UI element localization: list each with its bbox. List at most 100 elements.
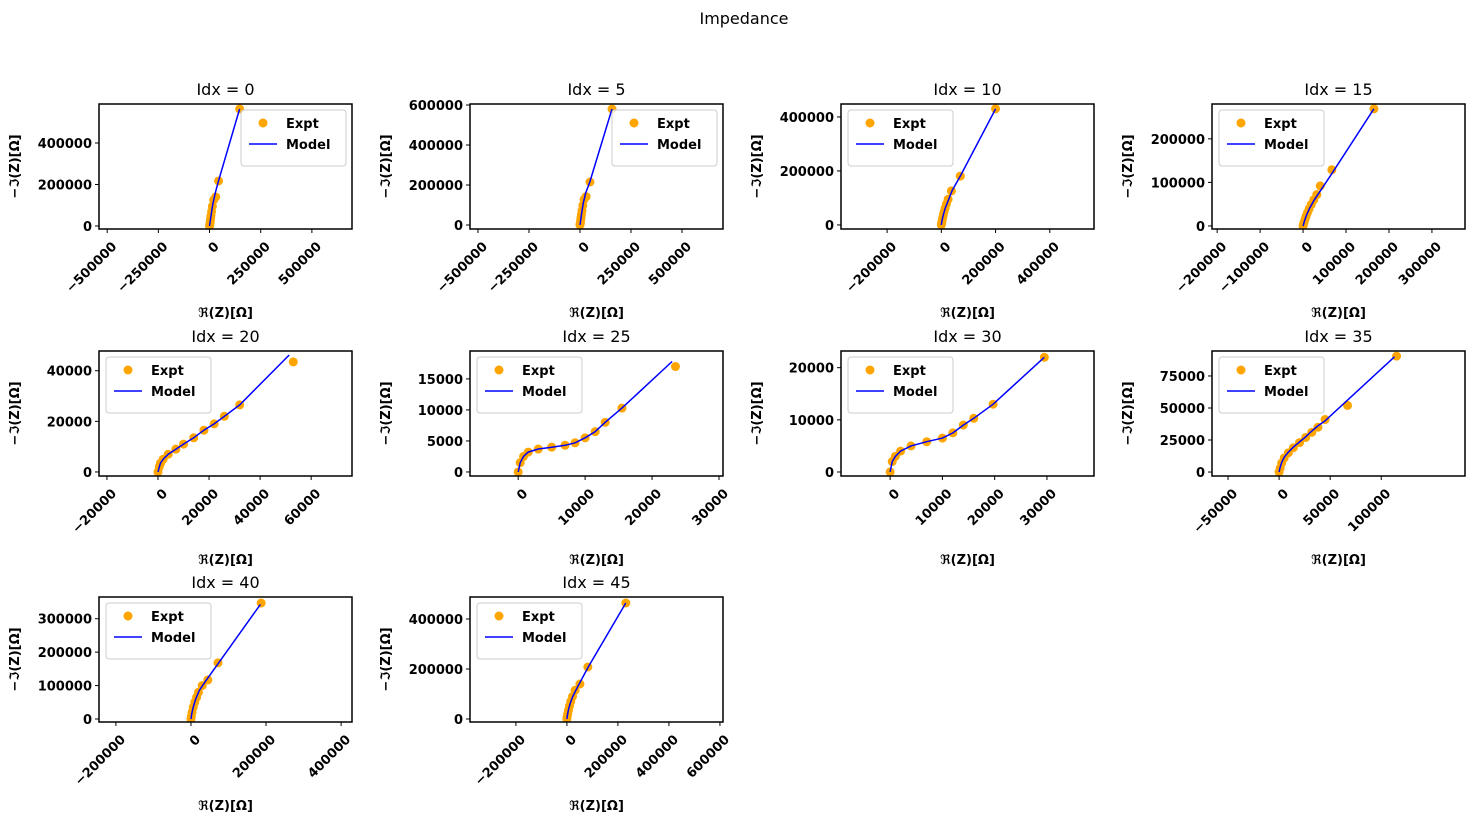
legend-label: Model [1264,385,1308,400]
legend-label: Expt [893,364,926,379]
y-tick-label: 10000 [789,414,834,429]
model-line [190,603,262,720]
data-point [256,598,266,608]
x-tick-label: 200000 [582,732,631,781]
x-tick-label: 200000 [230,732,279,781]
data-point [621,598,631,608]
y-tick-label: 400000 [780,111,834,126]
x-tick-label: 0 [187,732,204,749]
y-tick-label: 0 [454,713,463,728]
y-tick-label: 50000 [1160,402,1205,417]
axes-frame [469,596,724,723]
x-tick-label: −20000 [70,486,120,536]
data-point [288,357,298,367]
legend-marker [1236,365,1246,375]
x-tick-label: 400000 [305,732,354,781]
legend: Expt Model [240,109,347,167]
y-tick-label: 25000 [1160,434,1205,449]
legend-marker [123,611,133,621]
y-tick-label: 600000 [409,99,463,114]
y-axis-label: −ℑ(Z)[Ω] [379,381,394,445]
legend-label: Expt [657,117,690,132]
y-tick-label: 200000 [780,165,834,180]
plot-area [1298,104,1379,229]
plot-area [153,354,298,476]
y-tick-label: 20000 [789,362,834,377]
subplot: Idx = 15−200000−100000 010000020000030000… [1121,80,1466,321]
y-tick-label: 0 [825,466,834,481]
y-tick-label: 10000 [418,404,463,419]
x-tick-label: 0 [937,239,954,256]
x-tick-label: 0 [1299,239,1316,256]
axes-frame [469,350,724,477]
axes-frame [840,350,1095,477]
x-axis-label: ℜ(Z)[Ω] [569,553,624,568]
x-tick-label: −250000 [115,239,172,296]
x-tick-label: 0 [563,732,580,749]
x-tick-label: −200000 [72,732,129,789]
x-axis-label: ℜ(Z)[Ω] [1311,306,1366,321]
y-tick-label: 20000 [47,415,92,430]
x-tick-label: 10000 [556,486,599,529]
x-tick-label: 20000 [179,486,222,529]
subplot: Idx = 35−50000 0 50000 10000002500050000750… [1121,327,1466,568]
y-axis-label: −ℑ(Z)[Ω] [1121,134,1136,198]
x-tick-label: 50000 [1301,486,1344,529]
plot-area [936,104,1001,229]
y-axis-label: −ℑ(Z)[Ω] [8,134,23,198]
x-tick-label: 500000 [646,239,695,288]
subplot: Idx = 10−200000 0 200000 400000020000040000… [750,80,1095,321]
plot-area [513,360,680,476]
x-tick-label: 60000 [282,486,325,529]
legend: Expt Model [105,602,212,660]
axes-frame [98,103,353,230]
plot-area [1274,351,1402,476]
y-tick-label: 300000 [38,613,92,628]
x-axis-label: ℜ(Z)[Ω] [198,553,253,568]
x-axis-label: ℜ(Z)[Ω] [198,799,253,814]
legend: Expt Model [847,109,954,167]
x-tick-label: 0 [886,486,903,503]
legend-marker [123,365,133,375]
model-line [940,108,997,226]
legend-label: Model [151,631,195,646]
subplot-title: Idx = 30 [933,327,1001,346]
legend: Expt Model [476,356,583,414]
axes-frame [469,103,724,230]
data-point [991,104,1001,114]
y-axis-label: −ℑ(Z)[Ω] [379,134,394,198]
y-tick-label: 0 [1196,466,1205,481]
legend-marker [629,118,639,128]
data-point [670,362,680,372]
y-tick-label: 200000 [38,178,92,193]
y-tick-label: 0 [454,466,463,481]
legend-label: Model [522,631,566,646]
y-axis-label: −ℑ(Z)[Ω] [750,134,765,198]
x-axis-label: ℜ(Z)[Ω] [1311,553,1366,568]
x-tick-label: −200000 [472,732,529,789]
legend-label: Expt [893,117,926,132]
model-line [208,108,241,227]
y-axis-label: −ℑ(Z)[Ω] [750,381,765,445]
y-tick-label: 15000 [418,373,463,388]
x-tick-label: 100000 [1345,486,1394,535]
y-tick-label: 40000 [47,365,92,380]
x-tick-label: −50000 [1191,486,1241,536]
y-tick-label: 5000 [427,435,463,450]
x-tick-label: 200000 [1353,239,1402,288]
x-tick-label: 40000 [231,486,274,529]
x-tick-label: 400000 [633,732,682,781]
x-axis-label: ℜ(Z)[Ω] [940,306,995,321]
legend: Expt Model [611,109,718,167]
legend-marker [494,365,504,375]
data-point [1327,165,1337,175]
subplot-title: Idx = 25 [562,327,630,346]
subplot-title: Idx = 20 [191,327,259,346]
x-tick-label: 0 [514,486,531,503]
y-tick-label: 400000 [409,139,463,154]
y-tick-label: 0 [83,466,92,481]
x-tick-label: 0 [1275,486,1292,503]
y-tick-label: 75000 [1160,370,1205,385]
y-tick-label: 0 [83,220,92,235]
